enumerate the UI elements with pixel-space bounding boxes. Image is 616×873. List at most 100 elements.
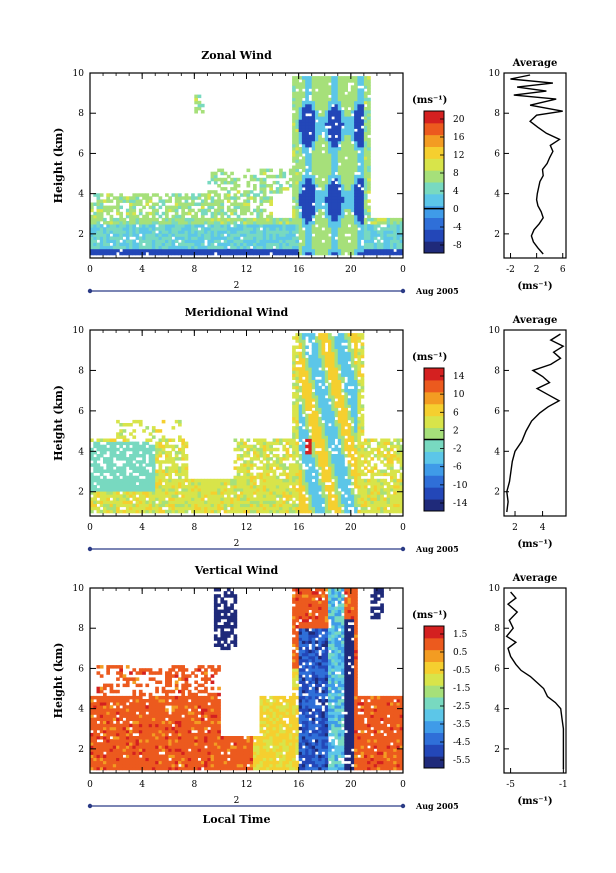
- heatmap-cell: [301, 190, 306, 194]
- heatmap-cell: [337, 435, 342, 439]
- heatmap-cell: [357, 497, 362, 501]
- heatmap-cell: [135, 248, 140, 253]
- heatmap-cell: [151, 469, 156, 473]
- heatmap-cell: [331, 106, 335, 111]
- heatmap-cell: [315, 506, 319, 511]
- heatmap-cell: [298, 351, 303, 356]
- heatmap-cell: [350, 463, 355, 467]
- heatmap-cell: [318, 97, 322, 102]
- heatmap-cell: [119, 205, 123, 210]
- heatmap-cell: [207, 509, 212, 514]
- heatmap-cell: [106, 239, 110, 243]
- heatmap-cell: [334, 168, 339, 173]
- heatmap-cell: [262, 168, 267, 173]
- heatmap-cell: [148, 444, 153, 449]
- heatmap-cell: [380, 500, 384, 504]
- heatmap-cell: [230, 202, 234, 206]
- heatmap-cell: [266, 236, 270, 240]
- heatmap-cell: [220, 180, 225, 185]
- heatmap-cell: [305, 444, 309, 449]
- heatmap-cell: [344, 419, 348, 424]
- heatmap-cell: [109, 221, 114, 225]
- heatmap-cell: [217, 242, 221, 247]
- heatmap-cell: [138, 221, 143, 225]
- heatmap-cell: [305, 503, 309, 508]
- heatmap-cell: [331, 236, 335, 240]
- heatmap-cell: [200, 503, 205, 508]
- heatmap-cell: [367, 245, 371, 250]
- heatmap-cell: [282, 503, 287, 508]
- heatmap-cell: [230, 230, 234, 234]
- heatmap-cell: [142, 227, 146, 231]
- heatmap-cell: [357, 143, 362, 148]
- heatmap-cell: [301, 441, 306, 446]
- profile-y-tick-label: 6: [494, 149, 500, 159]
- heatmap-cell: [350, 137, 355, 142]
- heatmap-cell: [233, 233, 238, 237]
- heatmap-cell: [321, 336, 326, 340]
- heatmap-cell: [334, 150, 339, 154]
- heatmap-cell: [285, 245, 290, 250]
- heatmap-cell: [328, 357, 332, 362]
- heatmap-cell: [240, 491, 244, 495]
- heatmap-cell: [399, 230, 404, 234]
- heatmap-cell: [305, 379, 309, 384]
- heatmap-cell: [301, 106, 306, 111]
- heatmap-cell: [337, 224, 342, 228]
- heatmap-cell: [363, 236, 368, 240]
- heatmap-cell: [344, 491, 348, 495]
- heatmap-cell: [174, 236, 179, 240]
- heatmap-cell: [373, 248, 378, 253]
- heatmap-cell: [103, 208, 107, 213]
- heatmap-cell: [328, 214, 332, 219]
- heatmap-cell: [112, 488, 117, 492]
- heatmap-cell: [393, 233, 397, 237]
- heatmap-cell: [331, 159, 335, 163]
- heatmap-cell: [158, 466, 163, 470]
- heatmap-cell: [337, 128, 342, 132]
- heatmap-cell: [197, 100, 202, 105]
- date-axis-end-marker: [400, 288, 406, 294]
- heatmap-cell: [308, 159, 313, 163]
- heatmap-cell: [285, 233, 290, 237]
- heatmap-cell: [298, 497, 303, 501]
- heatmap-cell: [337, 382, 342, 387]
- heatmap-cell: [295, 395, 300, 399]
- heatmap-cell: [347, 438, 352, 442]
- heatmap-cell: [301, 239, 306, 243]
- heatmap-cell: [295, 345, 300, 349]
- heatmap-cell: [305, 82, 309, 86]
- heatmap-cell: [360, 134, 365, 139]
- heatmap-cell: [116, 221, 120, 225]
- heatmap-cell: [354, 478, 358, 483]
- heatmap-cell: [226, 236, 231, 240]
- heatmap-cell: [138, 472, 143, 477]
- heatmap-cell: [259, 438, 264, 442]
- heatmap-cell: [262, 506, 267, 511]
- heatmap-cell: [298, 404, 303, 408]
- heatmap-cell: [158, 454, 163, 458]
- colorbar-tick-label: 12: [453, 151, 464, 161]
- heatmap-cell: [367, 125, 371, 129]
- heatmap-cell: [350, 193, 355, 197]
- heatmap-cell: [246, 193, 251, 197]
- heatmap-cell: [308, 404, 313, 408]
- heatmap-cell: [116, 199, 120, 203]
- heatmap-cell: [151, 426, 156, 430]
- heatmap-cell: [308, 438, 313, 442]
- heatmap-cell: [256, 438, 260, 442]
- heatmap-cell: [367, 230, 371, 234]
- heatmap-cell: [103, 500, 107, 504]
- heatmap-cell: [226, 224, 231, 228]
- heatmap-cell: [311, 214, 316, 219]
- heatmap-cell: [246, 236, 251, 240]
- heatmap-cell: [298, 432, 303, 436]
- heatmap-cell: [357, 367, 362, 371]
- heatmap-cell: [266, 248, 270, 253]
- heatmap-cell: [259, 503, 264, 508]
- heatmap-cell: [168, 438, 172, 442]
- heatmap-cell: [318, 432, 322, 436]
- heatmap-cell: [363, 221, 368, 225]
- heatmap-cell: [256, 466, 260, 470]
